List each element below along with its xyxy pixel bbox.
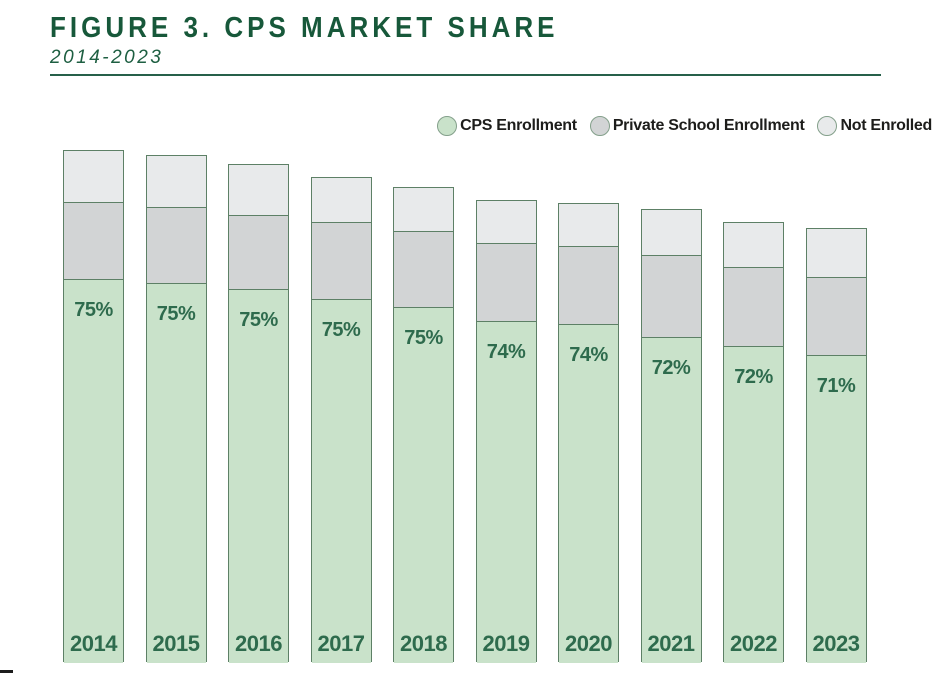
- cps-enrollment-segment: 75%: [146, 282, 206, 663]
- bar-2018: 75% 2018: [393, 186, 454, 664]
- year-label: 2021: [647, 631, 695, 656]
- cps-share-label: 74%: [569, 343, 608, 366]
- bar-2022: 72% 2022: [723, 222, 784, 664]
- year-label: 2019: [482, 631, 530, 656]
- cps-enrollment-segment: 75%: [394, 306, 453, 664]
- private-school-segment: [806, 276, 866, 355]
- not-enrolled-segment: [724, 223, 783, 268]
- year-label: 2022: [730, 631, 777, 656]
- bar-2017: 75% 2017: [310, 177, 372, 663]
- not-enrolled-segment: [641, 209, 701, 256]
- private-school-segment: [146, 206, 206, 283]
- figure-subtitle: 2014-2023: [50, 47, 164, 68]
- bar-2021: 72% 2021: [640, 208, 702, 663]
- header-divider: [50, 74, 881, 76]
- not-enrolled-segment: [806, 228, 866, 277]
- cps-share-label: 75%: [239, 309, 278, 332]
- bar-2020: 74% 2020: [558, 203, 619, 663]
- cps-share-label: 71%: [816, 374, 856, 397]
- cps-share-label: 75%: [321, 319, 361, 342]
- year-label: 2015: [152, 631, 200, 656]
- not-enrolled-segment: [394, 187, 453, 231]
- cps-enrollment-segment: 72%: [641, 336, 701, 663]
- legend-item-2: Not Enrolled: [817, 116, 932, 136]
- bar-2023: 71% 2023: [805, 227, 867, 664]
- legend-swatch-icon: [437, 116, 458, 136]
- cps-enrollment-segment: 75%: [64, 278, 123, 663]
- private-school-segment: [724, 267, 783, 347]
- cps-enrollment-segment: 74%: [476, 321, 536, 663]
- chart-legend: CPS Enrollment Private School Enrollment N…: [437, 116, 932, 136]
- year-label: 2014: [70, 631, 117, 656]
- legend-swatch-icon: [589, 116, 610, 136]
- cps-enrollment-segment: 75%: [229, 289, 288, 663]
- cps-share-label: 75%: [156, 302, 196, 325]
- private-school-segment: [394, 230, 453, 307]
- year-label: 2017: [317, 631, 365, 656]
- not-enrolled-segment: [229, 164, 288, 215]
- bar-2016: 75% 2016: [228, 163, 289, 663]
- not-enrolled-segment: [64, 151, 123, 203]
- private-school-segment: [641, 255, 701, 337]
- private-school-segment: [476, 242, 536, 322]
- cps-share-label: 72%: [734, 366, 773, 389]
- legend-swatch-icon: [817, 116, 838, 136]
- not-enrolled-segment: [559, 204, 618, 246]
- not-enrolled-segment: [311, 178, 371, 222]
- bar-2015: 75% 2015: [145, 155, 207, 663]
- year-label: 2018: [400, 631, 447, 656]
- cps-share-label: 75%: [74, 298, 113, 321]
- cps-enrollment-segment: 72%: [724, 346, 783, 664]
- year-label: 2023: [812, 631, 860, 656]
- cps-share-label: 72%: [651, 356, 691, 379]
- bar-2014: 75% 2014: [63, 150, 124, 663]
- not-enrolled-segment: [146, 156, 206, 207]
- private-school-segment: [64, 202, 123, 279]
- year-label: 2020: [565, 631, 612, 656]
- legend-label: Private School Enrollment: [612, 117, 805, 134]
- legend-label: CPS Enrollment: [460, 117, 577, 134]
- cps-enrollment-segment: 75%: [311, 299, 371, 663]
- legend-item-0: CPS Enrollment: [437, 116, 577, 136]
- figure-title: FIGURE 3. CPS MARKET SHARE: [50, 10, 559, 44]
- private-school-segment: [311, 221, 371, 300]
- year-label: 2016: [235, 631, 282, 656]
- cps-enrollment-segment: 71%: [806, 354, 866, 664]
- legend-label: Not Enrolled: [840, 117, 932, 134]
- not-enrolled-segment: [476, 201, 536, 243]
- cps-enrollment-segment: 74%: [559, 323, 618, 663]
- private-school-segment: [229, 214, 288, 290]
- bar-2019: 74% 2019: [475, 200, 537, 663]
- private-school-segment: [559, 245, 618, 324]
- legend-item-1: Private School Enrollment: [589, 116, 805, 136]
- cps-share-label: 75%: [404, 326, 443, 349]
- page-crop-mark: [0, 670, 13, 673]
- cps-share-label: 74%: [486, 341, 526, 364]
